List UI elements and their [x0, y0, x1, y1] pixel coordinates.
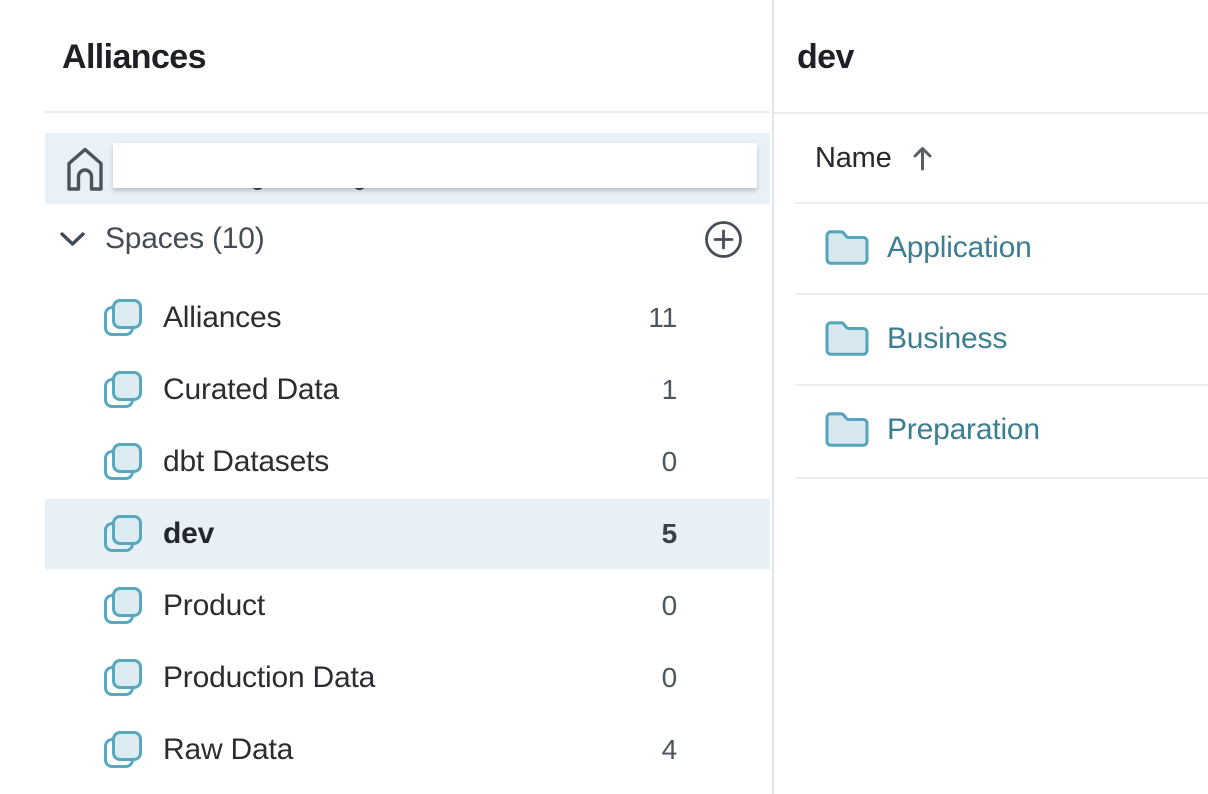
- sidebar-item-alliances[interactable]: Alliances 11: [45, 282, 770, 354]
- folder-icon: [824, 410, 870, 450]
- home-item[interactable]: [45, 133, 770, 204]
- sidebar-item-dev[interactable]: dev 5: [45, 499, 770, 569]
- folder-icon: [824, 319, 870, 359]
- sidebar-item-curated-data[interactable]: Curated Data 1: [45, 354, 770, 426]
- spaces-sidebar: Alliances Spaces (10): [45, 38, 770, 786]
- chevron-down-icon[interactable]: [59, 230, 86, 248]
- space-count: 0: [661, 446, 678, 477]
- folder-icon: [824, 228, 870, 268]
- row-divider: [795, 384, 1208, 386]
- plus-circle-icon[interactable]: [704, 220, 743, 259]
- folder-link: Business: [887, 321, 1008, 355]
- space-count: 0: [661, 662, 678, 693]
- space-count: 0: [661, 590, 678, 621]
- row-divider: [795, 293, 1208, 295]
- spaces-section-header: Spaces (10): [45, 214, 770, 264]
- content-title-divider: [774, 112, 1208, 114]
- space-label: Curated Data: [163, 373, 340, 406]
- row-divider: [795, 202, 1208, 204]
- stacked-squares-icon: [103, 442, 143, 482]
- space-label: Alliances: [163, 301, 282, 334]
- stacked-squares-icon: [103, 730, 143, 770]
- spaces-section-label[interactable]: Spaces (10): [105, 222, 265, 255]
- folder-row-business[interactable]: Business: [795, 294, 1208, 383]
- sidebar-title-divider: [45, 111, 770, 113]
- folder-row-preparation[interactable]: Preparation: [795, 385, 1208, 474]
- panel-divider: [772, 0, 774, 794]
- sidebar-item-dbt-datasets[interactable]: dbt Datasets 0: [45, 426, 770, 498]
- stacked-squares-icon: [103, 370, 143, 410]
- space-count: 1: [661, 374, 678, 405]
- name-header-label: Name: [815, 141, 892, 174]
- folder-link: Application: [887, 230, 1032, 264]
- space-label: Production Data: [163, 661, 376, 694]
- space-label: Product: [163, 589, 265, 622]
- arrow-up-icon: [911, 144, 934, 172]
- stacked-squares-icon: [103, 658, 143, 698]
- space-label: Raw Data: [163, 733, 294, 766]
- content-title: dev: [797, 38, 854, 76]
- row-divider: [795, 477, 1208, 479]
- space-count: 11: [648, 302, 677, 333]
- sidebar-item-raw-data[interactable]: Raw Data 4: [45, 714, 770, 786]
- stacked-squares-icon: [103, 586, 143, 626]
- home-icon: [63, 145, 107, 193]
- folder-row-application[interactable]: Application: [795, 203, 1208, 292]
- name-column-header[interactable]: Name: [795, 115, 1208, 201]
- stacked-squares-icon: [103, 298, 143, 338]
- redacted-username-overlay: [113, 143, 757, 188]
- sidebar-item-product[interactable]: Product 0: [45, 570, 770, 642]
- stacked-squares-icon: [103, 514, 143, 554]
- space-label: dbt Datasets: [163, 445, 330, 478]
- space-label: dev: [163, 517, 215, 550]
- space-count: 5: [661, 518, 678, 549]
- sidebar-item-production-data[interactable]: Production Data 0: [45, 642, 770, 714]
- sidebar-title: Alliances: [62, 38, 207, 76]
- space-count: 4: [661, 734, 678, 765]
- space-content-panel: dev Name Application: [774, 0, 1208, 794]
- folder-link: Preparation: [887, 412, 1040, 446]
